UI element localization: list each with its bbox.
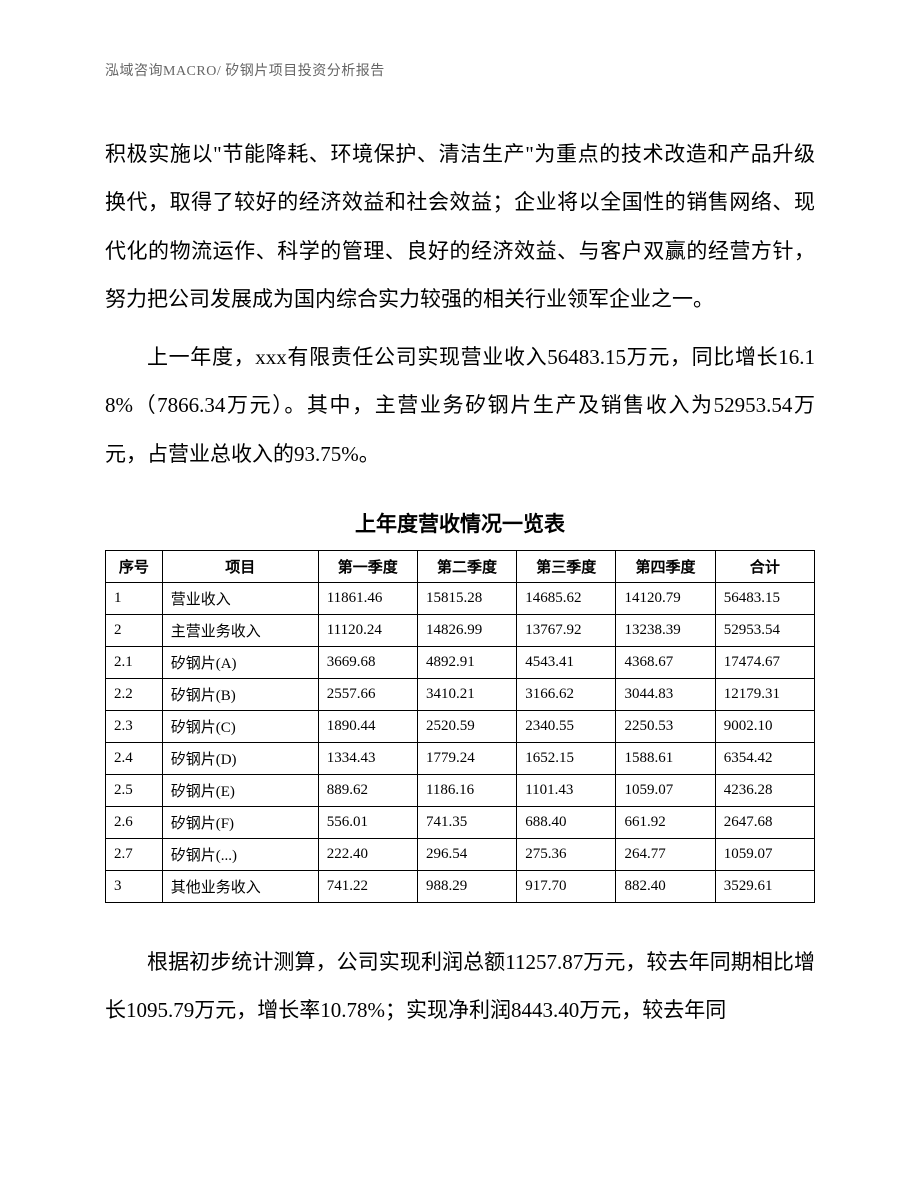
cell-seq: 2.6 — [106, 807, 163, 839]
table-row: 2.5 矽钢片(E) 889.62 1186.16 1101.43 1059.0… — [106, 775, 815, 807]
cell-seq: 1 — [106, 583, 163, 615]
cell-q3: 3166.62 — [517, 679, 616, 711]
cell-q1: 556.01 — [318, 807, 417, 839]
cell-item: 其他业务收入 — [162, 871, 318, 903]
th-q2: 第二季度 — [417, 551, 516, 583]
cell-q1: 889.62 — [318, 775, 417, 807]
cell-seq: 2.5 — [106, 775, 163, 807]
cell-tot: 9002.10 — [715, 711, 814, 743]
cell-tot: 3529.61 — [715, 871, 814, 903]
cell-q4: 13238.39 — [616, 615, 715, 647]
cell-q1: 222.40 — [318, 839, 417, 871]
cell-seq: 2.2 — [106, 679, 163, 711]
cell-q4: 1588.61 — [616, 743, 715, 775]
cell-q3: 4543.41 — [517, 647, 616, 679]
cell-seq: 2 — [106, 615, 163, 647]
cell-q4: 264.77 — [616, 839, 715, 871]
cell-q2: 14826.99 — [417, 615, 516, 647]
cell-item: 矽钢片(B) — [162, 679, 318, 711]
table-header-row: 序号 项目 第一季度 第二季度 第三季度 第四季度 合计 — [106, 551, 815, 583]
cell-item: 矽钢片(...) — [162, 839, 318, 871]
cell-q3: 13767.92 — [517, 615, 616, 647]
cell-tot: 6354.42 — [715, 743, 814, 775]
cell-q3: 917.70 — [517, 871, 616, 903]
cell-q1: 11861.46 — [318, 583, 417, 615]
table-row: 2.1 矽钢片(A) 3669.68 4892.91 4543.41 4368.… — [106, 647, 815, 679]
cell-q3: 1652.15 — [517, 743, 616, 775]
cell-item: 主营业务收入 — [162, 615, 318, 647]
document-page: 泓域咨询MACRO/ 矽钢片项目投资分析报告 积极实施以"节能降耗、环境保护、清… — [0, 0, 920, 1191]
th-seq: 序号 — [106, 551, 163, 583]
cell-q4: 14120.79 — [616, 583, 715, 615]
cell-seq: 2.4 — [106, 743, 163, 775]
cell-q1: 3669.68 — [318, 647, 417, 679]
cell-item: 矽钢片(F) — [162, 807, 318, 839]
table-title: 上年度营收情况一览表 — [105, 508, 815, 538]
cell-q4: 3044.83 — [616, 679, 715, 711]
table-row: 2.4 矽钢片(D) 1334.43 1779.24 1652.15 1588.… — [106, 743, 815, 775]
th-item: 项目 — [162, 551, 318, 583]
cell-item: 营业收入 — [162, 583, 318, 615]
cell-q2: 741.35 — [417, 807, 516, 839]
cell-tot: 17474.67 — [715, 647, 814, 679]
cell-q3: 688.40 — [517, 807, 616, 839]
cell-q4: 2250.53 — [616, 711, 715, 743]
cell-q1: 11120.24 — [318, 615, 417, 647]
paragraph-3: 根据初步统计测算，公司实现利润总额11257.87万元，较去年同期相比增长109… — [105, 938, 815, 1035]
th-q3: 第三季度 — [517, 551, 616, 583]
cell-tot: 12179.31 — [715, 679, 814, 711]
cell-q4: 882.40 — [616, 871, 715, 903]
cell-q2: 296.54 — [417, 839, 516, 871]
cell-q3: 1101.43 — [517, 775, 616, 807]
cell-seq: 2.3 — [106, 711, 163, 743]
cell-q1: 1890.44 — [318, 711, 417, 743]
cell-seq: 2.1 — [106, 647, 163, 679]
cell-tot: 2647.68 — [715, 807, 814, 839]
table-row: 2.3 矽钢片(C) 1890.44 2520.59 2340.55 2250.… — [106, 711, 815, 743]
cell-seq: 2.7 — [106, 839, 163, 871]
cell-q4: 661.92 — [616, 807, 715, 839]
cell-q4: 1059.07 — [616, 775, 715, 807]
th-total: 合计 — [715, 551, 814, 583]
cell-q4: 4368.67 — [616, 647, 715, 679]
cell-tot: 56483.15 — [715, 583, 814, 615]
cell-q2: 3410.21 — [417, 679, 516, 711]
cell-q1: 2557.66 — [318, 679, 417, 711]
cell-q3: 275.36 — [517, 839, 616, 871]
paragraph-2: 上一年度，xxx有限责任公司实现营业收入56483.15万元，同比增长16.18… — [105, 333, 815, 478]
table-row: 2.2 矽钢片(B) 2557.66 3410.21 3166.62 3044.… — [106, 679, 815, 711]
cell-q2: 1779.24 — [417, 743, 516, 775]
cell-q1: 1334.43 — [318, 743, 417, 775]
cell-tot: 52953.54 — [715, 615, 814, 647]
cell-tot: 1059.07 — [715, 839, 814, 871]
table-row: 2.7 矽钢片(...) 222.40 296.54 275.36 264.77… — [106, 839, 815, 871]
th-q4: 第四季度 — [616, 551, 715, 583]
th-q1: 第一季度 — [318, 551, 417, 583]
revenue-table: 序号 项目 第一季度 第二季度 第三季度 第四季度 合计 1 营业收入 1186… — [105, 550, 815, 903]
cell-item: 矽钢片(D) — [162, 743, 318, 775]
paragraph-1: 积极实施以"节能降耗、环境保护、清洁生产"为重点的技术改造和产品升级换代，取得了… — [105, 130, 815, 323]
table-row: 3 其他业务收入 741.22 988.29 917.70 882.40 352… — [106, 871, 815, 903]
cell-q2: 1186.16 — [417, 775, 516, 807]
cell-q2: 15815.28 — [417, 583, 516, 615]
cell-q3: 2340.55 — [517, 711, 616, 743]
cell-q1: 741.22 — [318, 871, 417, 903]
table-row: 2.6 矽钢片(F) 556.01 741.35 688.40 661.92 2… — [106, 807, 815, 839]
cell-tot: 4236.28 — [715, 775, 814, 807]
page-header: 泓域咨询MACRO/ 矽钢片项目投资分析报告 — [105, 60, 815, 80]
cell-q2: 988.29 — [417, 871, 516, 903]
cell-q3: 14685.62 — [517, 583, 616, 615]
table-row: 1 营业收入 11861.46 15815.28 14685.62 14120.… — [106, 583, 815, 615]
cell-item: 矽钢片(E) — [162, 775, 318, 807]
cell-q2: 4892.91 — [417, 647, 516, 679]
cell-item: 矽钢片(A) — [162, 647, 318, 679]
table-body: 1 营业收入 11861.46 15815.28 14685.62 14120.… — [106, 583, 815, 903]
cell-seq: 3 — [106, 871, 163, 903]
cell-q2: 2520.59 — [417, 711, 516, 743]
table-row: 2 主营业务收入 11120.24 14826.99 13767.92 1323… — [106, 615, 815, 647]
cell-item: 矽钢片(C) — [162, 711, 318, 743]
